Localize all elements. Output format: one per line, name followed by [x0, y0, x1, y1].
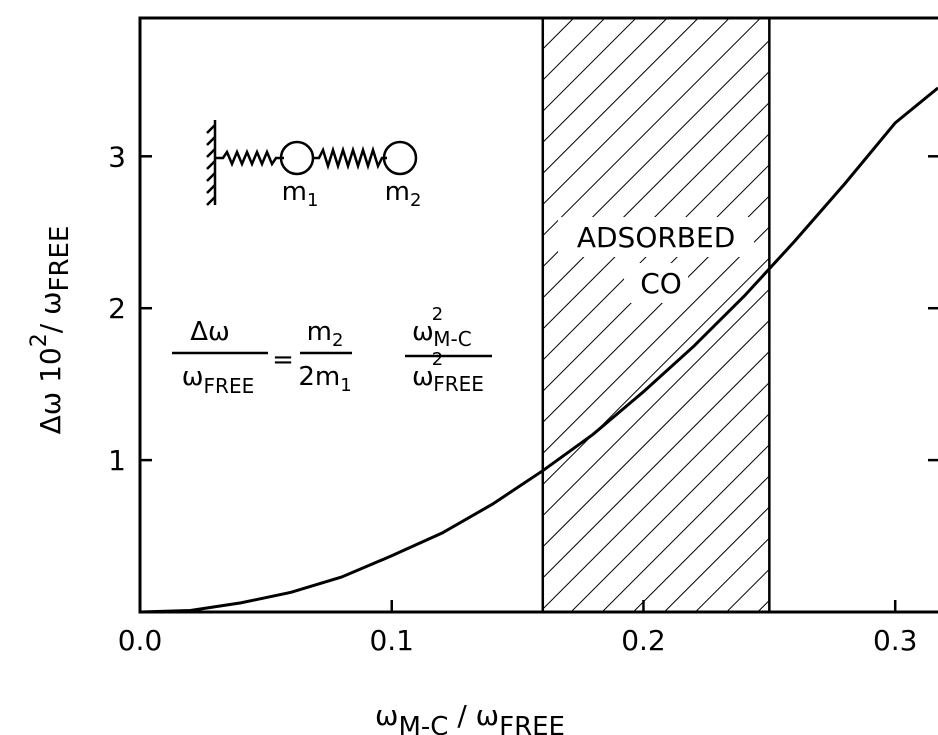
mass-label: m2 [385, 177, 422, 211]
y-tick-label: 3 [108, 140, 126, 173]
formula-eq: = [272, 345, 294, 375]
band-label: CO [640, 267, 682, 300]
formula: Δω ωFREE = m2 2m1 ω2 M-C ω2 FREE [172, 304, 492, 398]
x-tick-label: 0.2 [621, 624, 666, 657]
formula-num: m2 [307, 317, 344, 351]
spring-diagram [206, 120, 418, 206]
formula-den: ωFREE [182, 362, 254, 398]
x-tick-label: 0.0 [118, 624, 163, 657]
formula-num: ω2 M-C [412, 304, 472, 351]
x-tick-label: 0.3 [873, 624, 918, 657]
adsorbed-band [541, 16, 771, 614]
x-axis-label: ωM-C / ωFREE [375, 699, 565, 735]
band-label: ADSORBED [577, 221, 735, 254]
y-axis-label: Δω 102/ ωFREE [27, 226, 75, 435]
formula-den: 2m1 [298, 362, 351, 396]
band-label-bg [624, 263, 689, 303]
axes-frame [138, 16, 938, 614]
y-tick-label: 2 [108, 292, 126, 325]
band-group: ADSORBED CO [541, 16, 771, 614]
formula-den: ω2 FREE [412, 349, 484, 396]
x-tick-label: 0.1 [369, 624, 414, 657]
band-label-bg [558, 217, 755, 257]
mass-label: m1 [282, 177, 319, 211]
y-tick-label: 1 [108, 444, 126, 477]
formula-num: Δω [190, 317, 230, 347]
curve [140, 86, 938, 612]
